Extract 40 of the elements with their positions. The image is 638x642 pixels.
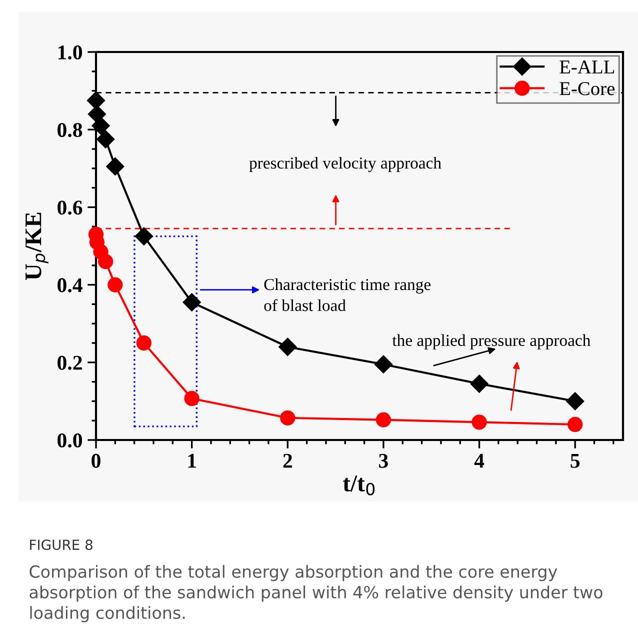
annotation: the applied pressure approach: [392, 334, 590, 350]
x-tick-label: 4: [474, 454, 484, 468]
caption: FIGURE 8: [30, 540, 92, 550]
x-tick-label: 1: [188, 454, 196, 468]
point: [278, 338, 297, 356]
point: [280, 410, 296, 426]
annotation: prescribed velocity approach: [249, 156, 442, 172]
legend-label: E-Core: [560, 82, 615, 96]
point: [92, 116, 110, 135]
x-tick-label: 2: [283, 454, 292, 468]
point: [108, 277, 123, 292]
point: [86, 91, 106, 110]
legend-label: E-ALL: [560, 60, 614, 74]
point: [566, 392, 584, 410]
y-tick-label: 0.8: [58, 122, 82, 138]
x-tick-label: 0: [92, 454, 100, 468]
point: [136, 335, 152, 351]
point: [106, 157, 124, 176]
point: [184, 390, 200, 406]
point: [568, 416, 583, 432]
point: [96, 130, 115, 148]
point: [88, 105, 106, 124]
x-axis-title: t/t$_{0}$: [343, 476, 375, 496]
point: [472, 414, 487, 430]
y-tick-label: 1.0: [58, 45, 82, 60]
text: Comparison of the total energy absorption and the core energy absorption of the sandwich panel with 4% relative density under two loading conditions.: [30, 565, 602, 622]
point: [374, 355, 392, 374]
y-tick-label: 0.2: [58, 356, 82, 370]
annotation: Characteristic time range of blast load: [264, 278, 431, 312]
y-tick-label: 0.6: [58, 200, 82, 215]
point: [98, 254, 114, 270]
point: [376, 412, 392, 428]
point: [470, 374, 488, 393]
y-tick-label: 0.0: [58, 433, 82, 448]
point: [182, 293, 201, 312]
x-tick-label: 3: [379, 454, 388, 468]
y-tick-label: 0.4: [58, 278, 82, 292]
point: [134, 227, 153, 246]
x-tick-label: 5: [570, 454, 580, 468]
y-axis-title: U$_{p}$/KE: [26, 212, 48, 280]
